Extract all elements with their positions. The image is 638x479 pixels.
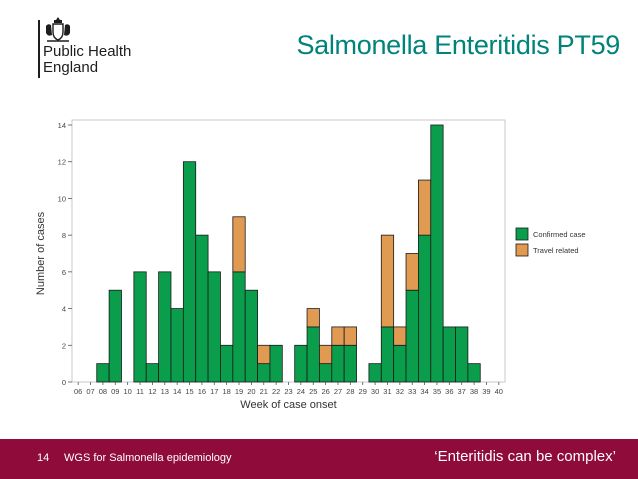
x-tick-label: 12	[148, 387, 156, 396]
bar-confirmed-week-26	[319, 363, 333, 383]
x-tick-label: 20	[247, 387, 255, 396]
bar-confirmed-week-11	[133, 271, 147, 383]
x-tick-label: 30	[371, 387, 379, 396]
bar-travel-week-25	[306, 308, 320, 328]
y-tick-label: 10	[58, 194, 66, 203]
bar-travel-week-31	[380, 234, 395, 328]
bar-confirmed-week-16	[195, 234, 209, 383]
bar-travel-week-33	[405, 253, 419, 291]
y-tick-label: 4	[62, 305, 66, 314]
bar-confirmed-week-12	[145, 363, 159, 383]
x-tick-label: 17	[210, 387, 218, 396]
bar-confirmed-week-37	[455, 326, 469, 383]
org-line-2: England	[43, 59, 99, 76]
legend-label-travel: Travel related	[533, 246, 579, 255]
x-tick-label: 15	[185, 387, 193, 396]
legend-swatch-confirmed	[515, 227, 529, 241]
x-tick-label: 08	[99, 387, 107, 396]
bar-confirmed-week-13	[158, 271, 172, 383]
x-tick-label: 21	[260, 387, 268, 396]
bar-travel-week-28	[343, 326, 357, 346]
bar-confirmed-week-22	[269, 344, 283, 383]
bar-confirmed-week-08	[96, 363, 110, 383]
bar-confirmed-week-32	[393, 344, 407, 383]
bar-confirmed-week-17	[207, 271, 221, 383]
x-tick-label: 31	[383, 387, 391, 396]
x-tick-label: 06	[74, 387, 82, 396]
bar-confirmed-week-24	[294, 344, 308, 383]
x-tick-label: 37	[458, 387, 466, 396]
x-tick-label: 16	[198, 387, 206, 396]
x-tick-label: 34	[420, 387, 428, 396]
bar-confirmed-week-35	[430, 124, 444, 383]
x-tick-label: 25	[309, 387, 317, 396]
x-tick-label: 11	[136, 387, 144, 396]
bar-confirmed-week-09	[108, 289, 122, 383]
organisation-name: Public Health England	[43, 44, 131, 76]
slide-number: 14	[37, 452, 50, 464]
x-tick-label: 29	[359, 387, 367, 396]
y-axis-title: Number of cases	[35, 211, 47, 295]
x-tick-label: 36	[445, 387, 453, 396]
x-tick-label: 10	[123, 387, 131, 396]
bar-confirmed-week-38	[467, 363, 481, 383]
bar-confirmed-week-28	[343, 344, 357, 383]
x-tick-label: 35	[433, 387, 441, 396]
x-tick-label: 07	[86, 387, 94, 396]
bar-travel-week-19	[232, 216, 246, 273]
bar-confirmed-week-19	[232, 271, 246, 383]
x-tick-label: 39	[482, 387, 490, 396]
y-tick-label: 14	[58, 121, 66, 130]
x-tick-label: 09	[111, 387, 119, 396]
x-tick-label: 38	[470, 387, 478, 396]
bar-travel-week-21	[257, 344, 271, 365]
y-tick-label: 12	[58, 158, 66, 167]
bar-confirmed-week-14	[170, 308, 184, 383]
footer-bar: 14 WGS for Salmonella epidemiology ‘Ente…	[0, 439, 638, 479]
bar-confirmed-week-21	[257, 363, 271, 383]
legend-label-confirmed: Confirmed case	[533, 230, 586, 239]
y-tick-label: 6	[62, 268, 66, 277]
x-tick-label: 40	[495, 387, 503, 396]
bar-confirmed-week-30	[368, 363, 382, 383]
epidemic-curve-chart: 0 2 4 6 8 10 12 14 06 07 08 09 10 11 12 13 14 15 16 17 18 19 2…	[30, 110, 620, 415]
x-tick-label: 22	[272, 387, 280, 396]
bar-confirmed-week-15	[182, 161, 197, 383]
slide-title: Salmonella Enteritidis PT59	[296, 30, 620, 60]
y-tick-label: 8	[62, 231, 66, 240]
bar-travel-week-27	[331, 326, 345, 346]
bar-travel-week-34	[417, 179, 432, 236]
bar-confirmed-week-33	[405, 289, 419, 383]
x-tick-label: 24	[297, 387, 305, 396]
x-tick-label: 14	[173, 387, 181, 396]
x-tick-label: 28	[346, 387, 354, 396]
y-tick-label: 0	[62, 378, 66, 387]
x-tick-label: 13	[161, 387, 169, 396]
bar-confirmed-week-31	[380, 326, 395, 383]
x-tick-label: 26	[321, 387, 329, 396]
bar-confirmed-week-27	[331, 344, 345, 383]
org-line-1: Public Health	[43, 43, 132, 60]
x-tick-label: 19	[235, 387, 243, 396]
footer-tagline: ‘Enteritidis can be complex’	[434, 448, 616, 465]
y-tick-label: 2	[62, 341, 66, 350]
bar-confirmed-week-25	[306, 326, 320, 383]
bar-confirmed-week-36	[442, 326, 456, 383]
logo-divider	[38, 20, 40, 78]
x-tick-label: 27	[334, 387, 342, 396]
footer-presentation-title: WGS for Salmonella epidemiology	[64, 452, 232, 464]
royal-crest-icon	[46, 17, 70, 42]
x-axis-title: Week of case onset	[240, 399, 336, 411]
bar-confirmed-week-34	[417, 234, 432, 383]
x-tick-label: 33	[408, 387, 416, 396]
bar-travel-week-32	[393, 326, 407, 346]
bar-confirmed-week-18	[220, 344, 234, 383]
x-tick-label: 23	[284, 387, 292, 396]
legend-swatch-travel	[515, 243, 529, 257]
bar-travel-week-26	[319, 344, 333, 365]
x-tick-label: 18	[222, 387, 230, 396]
bar-confirmed-week-20	[244, 289, 258, 383]
x-tick-label: 32	[396, 387, 404, 396]
